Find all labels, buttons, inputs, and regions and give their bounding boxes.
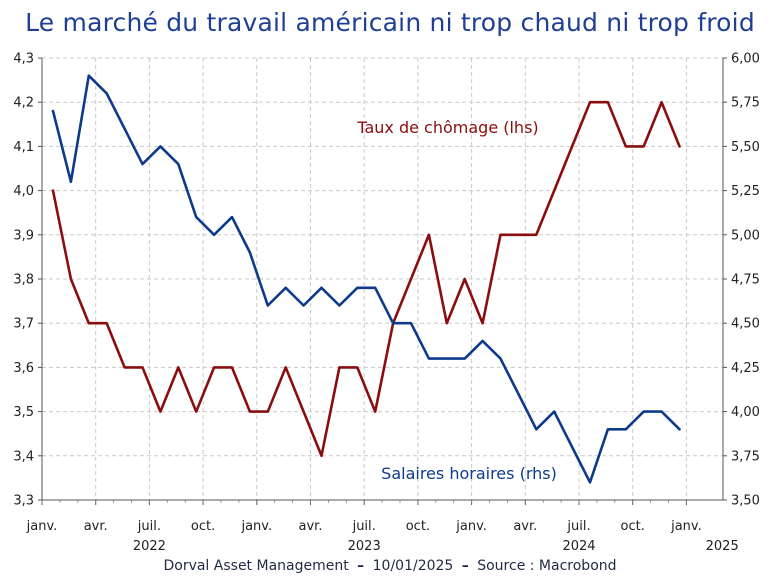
x-tick-label: janv. xyxy=(455,519,487,534)
year-label: 2022 xyxy=(133,539,166,554)
left-tick-label: 3,6 xyxy=(13,361,34,376)
x-tick-label: janv. xyxy=(240,519,272,534)
left-tick-label: 3,9 xyxy=(13,228,34,243)
right-tick-label: 4,50 xyxy=(731,317,760,332)
year-label: 2024 xyxy=(562,539,595,554)
grid-lines xyxy=(42,57,723,501)
x-tick-label: juil. xyxy=(137,519,161,534)
footer-separator: – xyxy=(357,558,365,574)
unemployment-rate-line xyxy=(51,100,681,458)
year-label: 2023 xyxy=(348,539,381,554)
x-tick-label: oct. xyxy=(621,519,645,534)
left-tick-label: 3,4 xyxy=(13,449,34,464)
footer: Dorval Asset Management – 10/01/2025 – S… xyxy=(0,558,780,574)
right-tick-label: 3,75 xyxy=(731,449,760,464)
x-tick-label: janv. xyxy=(670,519,702,534)
hourly-wages-line xyxy=(51,74,681,484)
x-tick-label: avr. xyxy=(84,519,108,534)
tick-labels: 3,3 3,50 3,4 3,75 3,5 4,00 3,6 4,25 3,7 4,50 3,8 4,… xyxy=(13,52,760,555)
chart-title: Le marché du travail américain ni trop c… xyxy=(25,8,755,37)
x-tick-label: juil. xyxy=(566,519,590,534)
year-label: 2025 xyxy=(706,539,739,554)
right-tick-label: 4,75 xyxy=(731,273,760,288)
series-lines xyxy=(51,74,681,484)
footer-source: Source : Macrobond xyxy=(477,558,617,574)
legend-wages: Salaires horaires (rhs) xyxy=(381,464,557,483)
left-tick-label: 3,5 xyxy=(13,405,34,420)
left-tick-label: 4,0 xyxy=(13,184,34,199)
left-tick-label: 3,8 xyxy=(13,273,34,288)
left-tick-label: 4,1 xyxy=(13,140,34,155)
x-tick-label: avr. xyxy=(513,519,537,534)
x-tick-label: oct. xyxy=(406,519,430,534)
axes xyxy=(38,57,727,505)
left-tick-label: 3,7 xyxy=(13,317,34,332)
left-tick-label: 3,3 xyxy=(13,494,34,509)
right-tick-label: 5,75 xyxy=(731,96,760,111)
left-tick-label: 4,3 xyxy=(13,52,34,67)
x-tick-label: avr. xyxy=(299,519,323,534)
footer-date: 10/01/2025 xyxy=(372,558,454,574)
right-tick-label: 4,00 xyxy=(731,405,760,420)
footer-author: Dorval Asset Management xyxy=(163,558,349,574)
right-tick-label: 3,50 xyxy=(731,494,760,509)
legend-unemployment: Taux de chômage (lhs) xyxy=(356,118,538,137)
x-tick-label: oct. xyxy=(191,519,215,534)
right-tick-label: 4,25 xyxy=(731,361,760,376)
right-tick-label: 5,50 xyxy=(731,140,760,155)
x-tick-label: juil. xyxy=(352,519,376,534)
right-tick-label: 5,00 xyxy=(731,228,760,243)
left-tick-label: 4,2 xyxy=(13,96,34,111)
right-tick-label: 6,00 xyxy=(731,52,760,67)
footer-separator: – xyxy=(461,558,469,574)
x-tick-label: janv. xyxy=(26,519,58,534)
right-tick-label: 5,25 xyxy=(731,184,760,199)
